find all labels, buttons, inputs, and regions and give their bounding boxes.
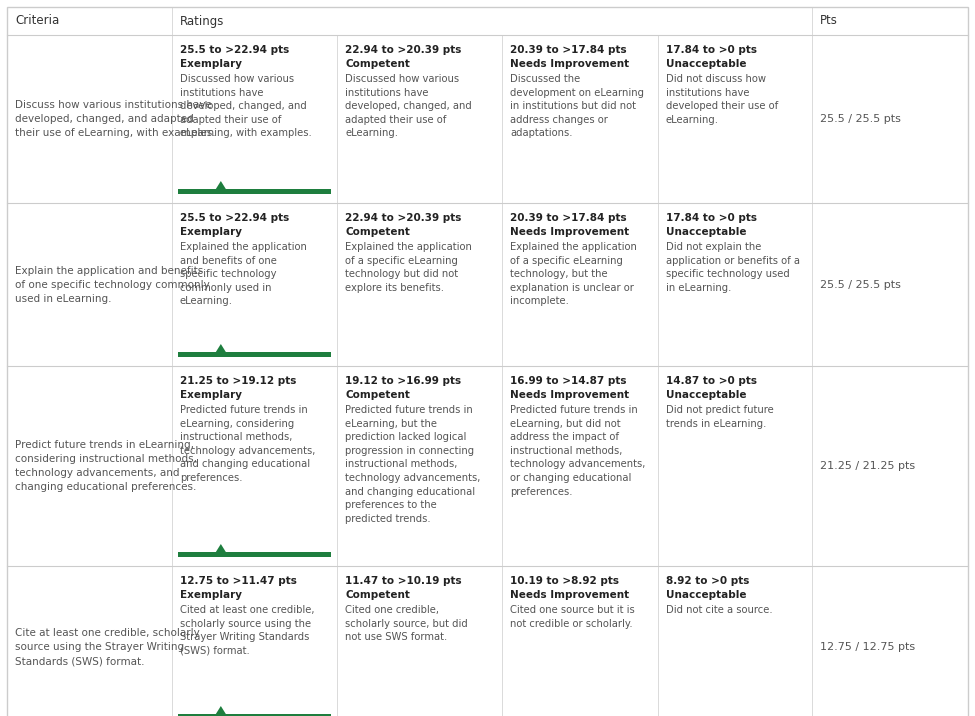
Text: Cited one credible,
scholarly source, but did
not use SWS format.: Cited one credible, scholarly source, bu… xyxy=(345,605,468,642)
Text: Discussed how various
institutions have
developed, changed, and
adapted their us: Discussed how various institutions have … xyxy=(345,74,472,138)
Text: Explained the application
of a specific eLearning
technology but did not
explore: Explained the application of a specific … xyxy=(345,242,472,293)
Text: Did not discuss how
institutions have
developed their use of
eLearning.: Did not discuss how institutions have de… xyxy=(666,74,778,125)
Text: 11.47 to >10.19 pts: 11.47 to >10.19 pts xyxy=(345,576,461,586)
Text: Discussed how various
institutions have
developed, changed, and
adapted their us: Discussed how various institutions have … xyxy=(180,74,312,138)
Text: Pts: Pts xyxy=(820,14,838,27)
Text: Unacceptable: Unacceptable xyxy=(666,227,747,237)
Bar xyxy=(178,189,331,194)
Text: 10.19 to >8.92 pts: 10.19 to >8.92 pts xyxy=(510,576,619,586)
Text: 17.84 to >0 pts: 17.84 to >0 pts xyxy=(666,45,757,55)
Text: Competent: Competent xyxy=(345,390,410,400)
Text: Explain the application and benefits
of one specific technology commonly
used in: Explain the application and benefits of … xyxy=(15,266,210,304)
Text: Did not predict future
trends in eLearning.: Did not predict future trends in eLearni… xyxy=(666,405,774,429)
Text: Unacceptable: Unacceptable xyxy=(666,590,747,600)
Text: 14.87 to >0 pts: 14.87 to >0 pts xyxy=(666,376,757,386)
Polygon shape xyxy=(215,706,226,714)
Text: Needs Improvement: Needs Improvement xyxy=(510,390,629,400)
Text: Needs Improvement: Needs Improvement xyxy=(510,59,629,69)
Text: Cite at least one credible, scholarly
source using the Strayer Writing
Standards: Cite at least one credible, scholarly so… xyxy=(15,628,200,666)
Text: Cited at least one credible,
scholarly source using the
Strayer Writing Standard: Cited at least one credible, scholarly s… xyxy=(180,605,315,656)
Text: Exemplary: Exemplary xyxy=(180,227,242,237)
Text: Exemplary: Exemplary xyxy=(180,590,242,600)
Text: 21.25 / 21.25 pts: 21.25 / 21.25 pts xyxy=(820,461,916,471)
Text: Unacceptable: Unacceptable xyxy=(666,390,747,400)
Text: Competent: Competent xyxy=(345,59,410,69)
Text: Explained the application
and benefits of one
specific technology
commonly used : Explained the application and benefits o… xyxy=(180,242,307,306)
Text: 19.12 to >16.99 pts: 19.12 to >16.99 pts xyxy=(345,376,461,386)
Text: Predicted future trends in
eLearning, but the
prediction lacked logical
progress: Predicted future trends in eLearning, bu… xyxy=(345,405,481,524)
Polygon shape xyxy=(215,344,226,352)
Text: 25.5 to >22.94 pts: 25.5 to >22.94 pts xyxy=(180,45,290,55)
Text: Exemplary: Exemplary xyxy=(180,59,242,69)
Text: Predicted future trends in
eLearning, but did not
address the impact of
instruct: Predicted future trends in eLearning, bu… xyxy=(510,405,645,497)
Text: Discuss how various institutions have
developed, changed, and adapted
their use : Discuss how various institutions have de… xyxy=(15,100,215,138)
Bar xyxy=(178,714,331,716)
Text: 20.39 to >17.84 pts: 20.39 to >17.84 pts xyxy=(510,45,627,55)
Text: Predicted future trends in
eLearning, considering
instructional methods,
technol: Predicted future trends in eLearning, co… xyxy=(180,405,315,483)
Text: Discussed the
development on eLearning
in institutions but did not
address chang: Discussed the development on eLearning i… xyxy=(510,74,644,138)
Text: Competent: Competent xyxy=(345,590,410,600)
Text: 25.5 to >22.94 pts: 25.5 to >22.94 pts xyxy=(180,213,290,223)
Text: Criteria: Criteria xyxy=(15,14,59,27)
Text: Needs Improvement: Needs Improvement xyxy=(510,227,629,237)
Text: Predict future trends in eLearning,
considering instructional methods,
technolog: Predict future trends in eLearning, cons… xyxy=(15,440,197,492)
Text: Did not explain the
application or benefits of a
specific technology used
in eLe: Did not explain the application or benef… xyxy=(666,242,800,293)
Text: 25.5 / 25.5 pts: 25.5 / 25.5 pts xyxy=(820,279,901,289)
Polygon shape xyxy=(215,544,226,552)
Text: Needs Improvement: Needs Improvement xyxy=(510,590,629,600)
Text: 21.25 to >19.12 pts: 21.25 to >19.12 pts xyxy=(180,376,296,386)
Text: 20.39 to >17.84 pts: 20.39 to >17.84 pts xyxy=(510,213,627,223)
Text: 16.99 to >14.87 pts: 16.99 to >14.87 pts xyxy=(510,376,627,386)
Text: 12.75 to >11.47 pts: 12.75 to >11.47 pts xyxy=(180,576,296,586)
Text: 22.94 to >20.39 pts: 22.94 to >20.39 pts xyxy=(345,213,461,223)
Text: 8.92 to >0 pts: 8.92 to >0 pts xyxy=(666,576,750,586)
Text: Unacceptable: Unacceptable xyxy=(666,59,747,69)
Bar xyxy=(178,552,331,557)
Text: Competent: Competent xyxy=(345,227,410,237)
Text: 17.84 to >0 pts: 17.84 to >0 pts xyxy=(666,213,757,223)
Text: 12.75 / 12.75 pts: 12.75 / 12.75 pts xyxy=(820,642,916,652)
Polygon shape xyxy=(215,181,226,189)
Text: Did not cite a source.: Did not cite a source. xyxy=(666,605,772,615)
Text: Cited one source but it is
not credible or scholarly.: Cited one source but it is not credible … xyxy=(510,605,635,629)
Text: 25.5 / 25.5 pts: 25.5 / 25.5 pts xyxy=(820,114,901,124)
Text: 22.94 to >20.39 pts: 22.94 to >20.39 pts xyxy=(345,45,461,55)
Text: Exemplary: Exemplary xyxy=(180,390,242,400)
Text: Explained the application
of a specific eLearning
technology, but the
explanatio: Explained the application of a specific … xyxy=(510,242,637,306)
Text: Ratings: Ratings xyxy=(180,14,224,27)
Bar xyxy=(178,352,331,357)
